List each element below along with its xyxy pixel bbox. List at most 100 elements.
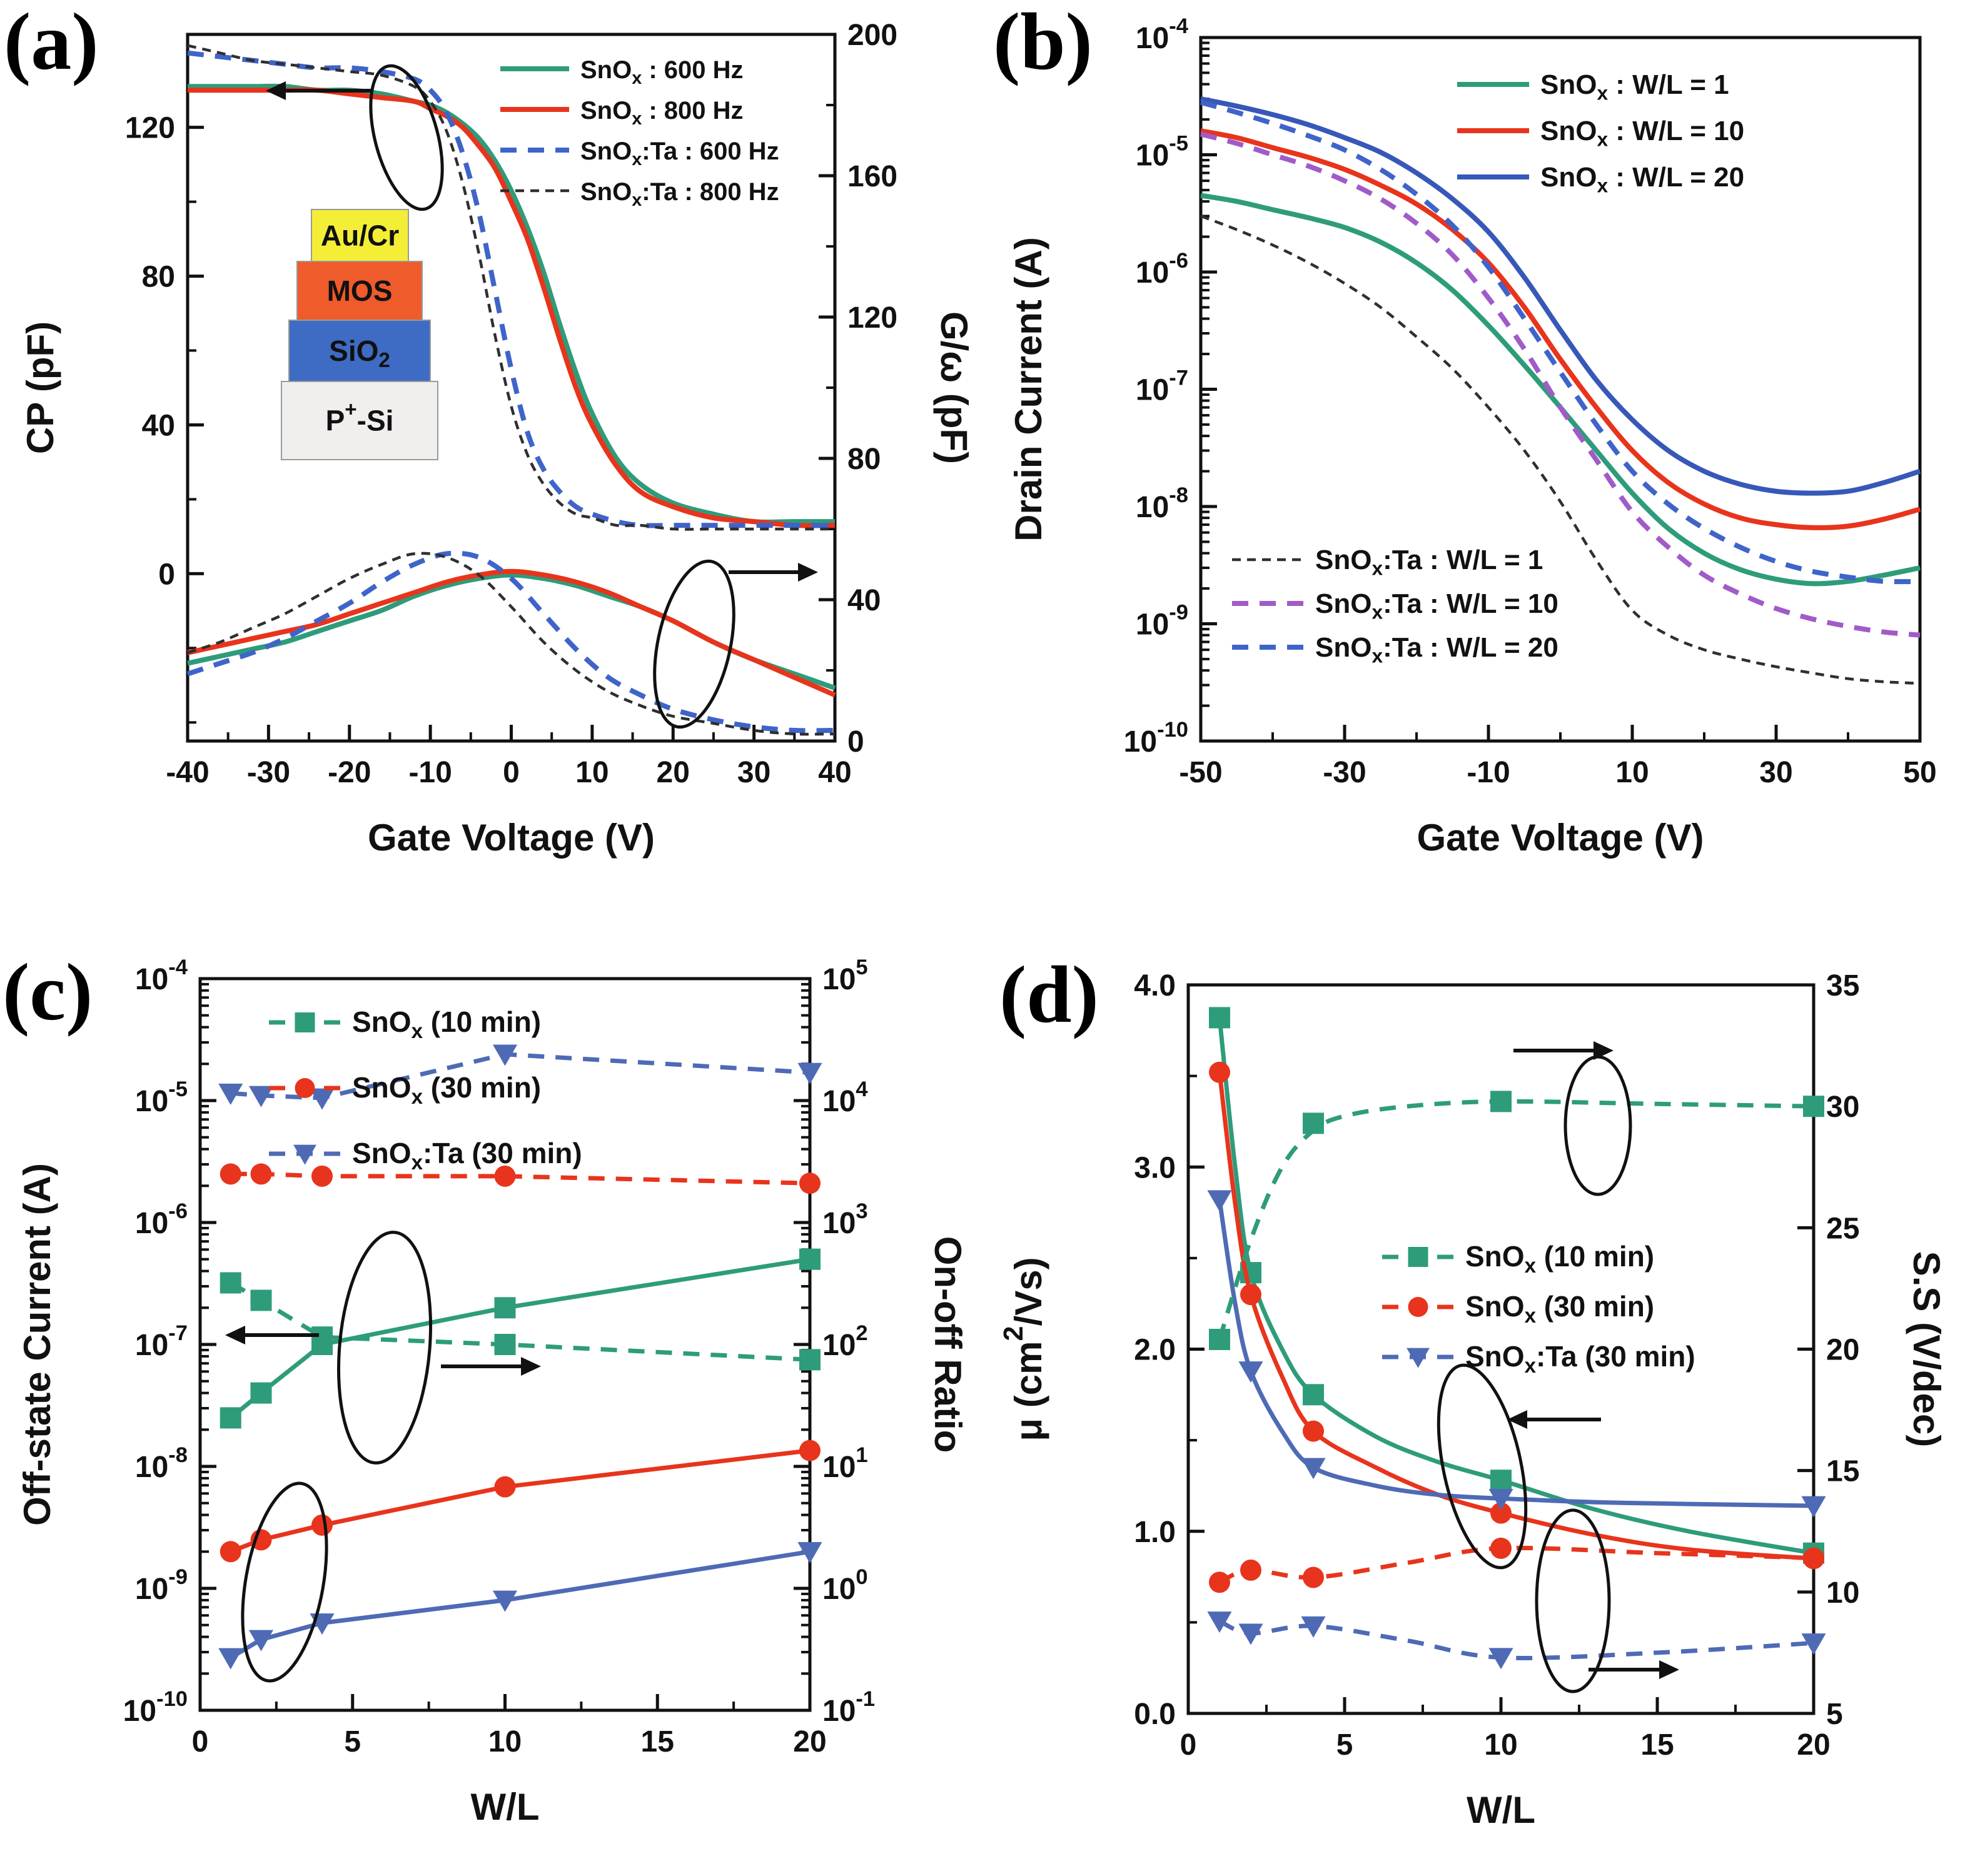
svg-text:10-9: 10-9 — [135, 1565, 188, 1606]
svg-text:20: 20 — [793, 1725, 826, 1758]
panel-label-c: (c) — [3, 947, 93, 1037]
svg-text:SnOx : 800 Hz: SnOx : 800 Hz — [580, 97, 744, 129]
svg-text:20: 20 — [1797, 1728, 1830, 1762]
svg-text:G/ω (pF): G/ω (pF) — [933, 311, 975, 464]
svg-text:35: 35 — [1826, 969, 1859, 1002]
svg-text:SnOx : W/L = 10: SnOx : W/L = 10 — [1540, 116, 1744, 151]
svg-text:0: 0 — [847, 725, 864, 759]
svg-text:10: 10 — [1826, 1576, 1859, 1610]
chart-panel-c-offcurrent-onoff: 0 5 10 15 20 W/L 10-4 10-5 10-6 10-7 10-8 10-9 10-10… — [16, 956, 969, 1828]
svg-text:1.0: 1.0 — [1134, 1516, 1176, 1549]
svg-text:30: 30 — [737, 756, 770, 789]
svg-text:10-6: 10-6 — [1136, 249, 1188, 290]
svg-text:102: 102 — [822, 1321, 868, 1362]
svg-text:-50: -50 — [1179, 756, 1222, 789]
svg-text:CP (pF): CP (pF) — [19, 321, 61, 454]
svg-text:120: 120 — [125, 112, 175, 145]
svg-text:MOS: MOS — [327, 275, 393, 307]
svg-text:Off-state Current (A): Off-state Current (A) — [16, 1163, 58, 1526]
svg-text:SnOx:Ta : W/L = 1: SnOx:Ta : W/L = 1 — [1315, 545, 1543, 580]
svg-text:10-7: 10-7 — [1136, 366, 1188, 407]
svg-text:SnOx:Ta : 800 Hz: SnOx:Ta : 800 Hz — [580, 178, 779, 210]
svg-text:101: 101 — [822, 1443, 868, 1484]
svg-text:40: 40 — [818, 756, 851, 789]
svg-text:SnOx:Ta : W/L = 10: SnOx:Ta : W/L = 10 — [1315, 588, 1558, 623]
svg-text:10-5: 10-5 — [135, 1077, 188, 1118]
svg-text:SnOx:Ta (30 min): SnOx:Ta (30 min) — [1465, 1340, 1695, 1378]
svg-text:0.0: 0.0 — [1134, 1698, 1176, 1731]
svg-text:103: 103 — [822, 1199, 868, 1240]
svg-text:0: 0 — [1180, 1728, 1197, 1762]
chart-panel-b-transfer-curves: -50 -30 -10 10 30 50 Gate Voltage (V) 10-4 10-5 1… — [1008, 14, 1937, 859]
svg-text:Gate Voltage (V): Gate Voltage (V) — [1417, 817, 1704, 859]
svg-text:15: 15 — [1640, 1728, 1674, 1762]
svg-text:-20: -20 — [328, 756, 371, 789]
svg-text:10: 10 — [1615, 756, 1649, 789]
svg-text:-30: -30 — [1323, 756, 1366, 789]
svg-text:SnOx : W/L = 1: SnOx : W/L = 1 — [1540, 69, 1729, 104]
svg-text:SnOx : 600 Hz: SnOx : 600 Hz — [580, 56, 744, 88]
svg-text:4.0: 4.0 — [1134, 969, 1176, 1002]
svg-text:10-10: 10-10 — [123, 1687, 188, 1728]
svg-text:25: 25 — [1826, 1212, 1859, 1245]
panel-label-d: (d) — [999, 950, 1099, 1040]
svg-text:SnOx (10 min): SnOx (10 min) — [1465, 1240, 1654, 1278]
svg-text:μ (cm2/Vs): μ (cm2/Vs) — [999, 1257, 1049, 1441]
svg-text:0: 0 — [503, 756, 520, 789]
svg-text:Drain Current (A): Drain Current (A) — [1008, 237, 1049, 542]
svg-text:-10: -10 — [1467, 756, 1510, 789]
svg-text:SnOx:Ta : 600 Hz: SnOx:Ta : 600 Hz — [580, 138, 779, 169]
svg-text:10-4: 10-4 — [135, 956, 188, 996]
svg-text:120: 120 — [847, 301, 897, 335]
svg-text:W/L: W/L — [471, 1786, 540, 1828]
svg-text:10-8: 10-8 — [1136, 483, 1188, 524]
svg-text:100: 100 — [822, 1565, 868, 1606]
svg-text:SnOx:Ta : W/L = 20: SnOx:Ta : W/L = 20 — [1315, 632, 1558, 667]
svg-text:W/L: W/L — [1467, 1789, 1535, 1831]
svg-text:10-1: 10-1 — [822, 1687, 875, 1728]
svg-text:-10: -10 — [408, 756, 452, 789]
svg-text:104: 104 — [822, 1077, 868, 1118]
svg-text:50: 50 — [1903, 756, 1936, 789]
svg-text:SnOx (30 min): SnOx (30 min) — [1465, 1290, 1654, 1328]
svg-text:40: 40 — [142, 409, 175, 442]
svg-text:10-6: 10-6 — [135, 1199, 188, 1240]
svg-text:105: 105 — [822, 956, 868, 996]
svg-text:10-5: 10-5 — [1136, 132, 1188, 173]
svg-text:SnOx : W/L = 20: SnOx : W/L = 20 — [1540, 162, 1744, 197]
svg-text:15: 15 — [1826, 1455, 1859, 1488]
svg-text:Gate Voltage (V): Gate Voltage (V) — [368, 817, 655, 859]
svg-text:5: 5 — [1826, 1698, 1843, 1731]
svg-text:15: 15 — [641, 1725, 674, 1758]
svg-text:-40: -40 — [166, 756, 209, 789]
svg-text:SiO2: SiO2 — [329, 335, 390, 372]
svg-text:20: 20 — [657, 756, 690, 789]
svg-text:5: 5 — [344, 1725, 361, 1758]
svg-text:40: 40 — [847, 584, 881, 617]
svg-text:10: 10 — [1484, 1728, 1517, 1762]
svg-text:10-8: 10-8 — [135, 1443, 188, 1484]
svg-text:SnOx (10 min): SnOx (10 min) — [352, 1006, 541, 1043]
svg-text:80: 80 — [142, 261, 175, 294]
svg-text:10: 10 — [488, 1725, 522, 1758]
svg-text:200: 200 — [847, 19, 897, 52]
svg-text:SnOx:Ta (30 min): SnOx:Ta (30 min) — [352, 1137, 582, 1174]
svg-text:10-7: 10-7 — [135, 1321, 188, 1362]
svg-text:160: 160 — [847, 160, 897, 193]
svg-text:80: 80 — [847, 443, 881, 476]
svg-text:P+-Si: P+-Si — [326, 398, 394, 437]
svg-text:30: 30 — [1826, 1091, 1859, 1124]
svg-text:10-9: 10-9 — [1136, 601, 1188, 642]
svg-text:5: 5 — [1336, 1728, 1353, 1762]
svg-text:3.0: 3.0 — [1134, 1151, 1176, 1184]
svg-text:Au/Cr: Au/Cr — [321, 219, 399, 252]
svg-text:20: 20 — [1826, 1334, 1859, 1367]
panel-label-a: (a) — [4, 0, 99, 87]
svg-text:S.S (V/dec): S.S (V/dec) — [1906, 1251, 1947, 1447]
svg-text:2.0: 2.0 — [1134, 1334, 1176, 1367]
chart-panel-d-mobility-ss: 0 5 10 15 20 W/L 0.0 1.0 2.0 3.0 4.0 μ (cm2/Vs) 5 10 1… — [999, 969, 1947, 1831]
svg-text:0: 0 — [192, 1725, 209, 1758]
svg-text:0: 0 — [158, 558, 175, 591]
